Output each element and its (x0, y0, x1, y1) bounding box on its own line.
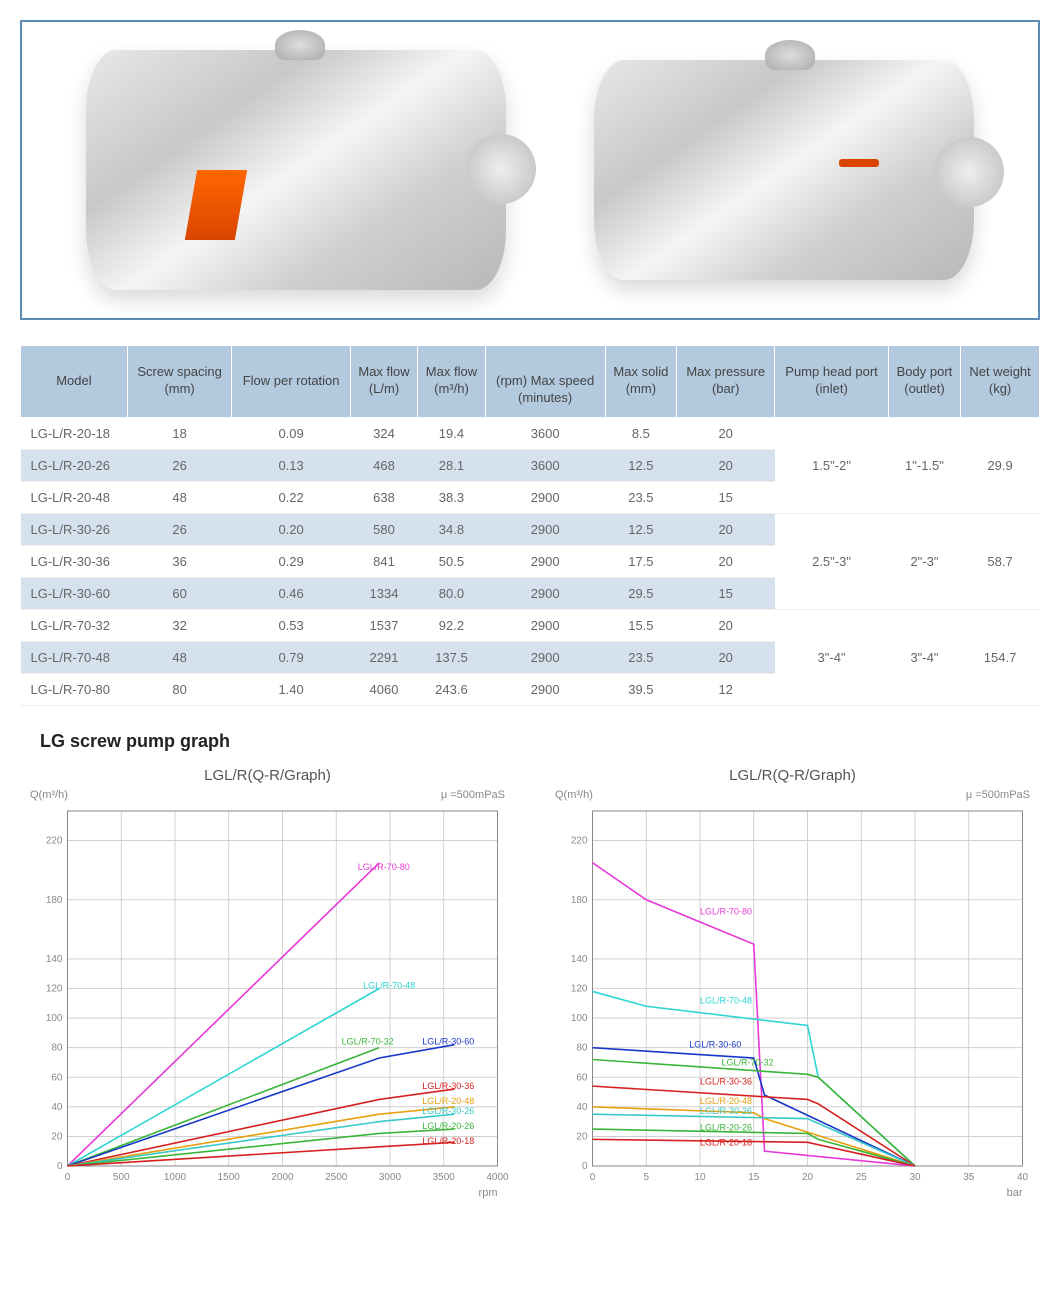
svg-text:LGL/R-30-60: LGL/R-30-60 (689, 1039, 741, 1049)
table-row: LG-L/R-30-26260.2058034.8290012.5202.5"-… (21, 513, 1040, 545)
svg-text:LGL/R-20-18: LGL/R-20-18 (700, 1137, 752, 1147)
svg-text:140: 140 (571, 954, 588, 965)
svg-text:LGL/R-70-80: LGL/R-70-80 (358, 862, 410, 872)
chart-left: LGL/R(Q-R/Graph) Q(m³/h) μ =500mPaS 0 500… (20, 767, 515, 1206)
svg-text:0: 0 (65, 1172, 71, 1183)
svg-text:LGL/R-30-36: LGL/R-30-36 (700, 1076, 752, 1086)
svg-text:LGL/R-70-32: LGL/R-70-32 (722, 1057, 774, 1067)
svg-text:20: 20 (802, 1172, 814, 1183)
chart2-mu: μ =500mPaS (966, 789, 1030, 801)
svg-text:20: 20 (51, 1131, 63, 1142)
svg-text:140: 140 (46, 954, 63, 965)
svg-text:220: 220 (571, 835, 588, 846)
svg-text:LGL/R-30-60: LGL/R-30-60 (422, 1036, 474, 1046)
svg-text:rpm: rpm (479, 1187, 498, 1199)
product-image-frame (20, 20, 1040, 320)
chart2-svg: 0 5 10 15 20 25 30 35 40 0 20 40 60 80 100 120 140 180 220… (545, 801, 1040, 1201)
chart-right: LGL/R(Q-R/Graph) Q(m³/h) μ =500mPaS 0 5 10… (545, 767, 1040, 1206)
svg-text:2000: 2000 (271, 1172, 294, 1183)
chart2-caption: LGL/R(Q-R/Graph) (545, 767, 1040, 784)
svg-text:LGL/R-30-36: LGL/R-30-36 (422, 1081, 474, 1091)
svg-text:60: 60 (576, 1072, 588, 1083)
svg-text:120: 120 (571, 983, 588, 994)
svg-text:5: 5 (643, 1172, 649, 1183)
pump-image-left (86, 50, 506, 290)
svg-text:10: 10 (694, 1172, 706, 1183)
svg-text:1500: 1500 (218, 1172, 241, 1183)
spec-table: ModelScrew spacing (mm)Flow per rotation… (20, 345, 1040, 706)
svg-text:500: 500 (113, 1172, 130, 1183)
svg-text:80: 80 (51, 1042, 63, 1053)
col-header: Max solid (mm) (605, 346, 677, 418)
table-row: LG-L/R-20-18180.0932419.436008.5201.5"-2… (21, 417, 1040, 449)
svg-text:LGL/R-70-32: LGL/R-70-32 (342, 1036, 394, 1046)
svg-text:LGL/R-30-26: LGL/R-30-26 (700, 1106, 752, 1116)
col-header: Flow per rotation (232, 346, 350, 418)
svg-text:25: 25 (856, 1172, 868, 1183)
svg-text:15: 15 (748, 1172, 760, 1183)
chart1-mu: μ =500mPaS (441, 789, 505, 801)
svg-text:3500: 3500 (433, 1172, 456, 1183)
svg-text:LGL/R-70-48: LGL/R-70-48 (700, 995, 752, 1005)
svg-text:120: 120 (46, 983, 63, 994)
chart1-caption: LGL/R(Q-R/Graph) (20, 767, 515, 784)
col-header: Model (21, 346, 128, 418)
svg-text:LGL/R-30-26: LGL/R-30-26 (422, 1106, 474, 1116)
col-header: Pump head port (inlet) (775, 346, 889, 418)
svg-text:100: 100 (571, 1013, 588, 1024)
svg-text:3000: 3000 (379, 1172, 402, 1183)
svg-text:0: 0 (582, 1161, 588, 1172)
svg-text:100: 100 (46, 1013, 63, 1024)
charts-container: LGL/R(Q-R/Graph) Q(m³/h) μ =500mPaS 0500… (20, 767, 1040, 1206)
pump-image-right (594, 60, 974, 280)
svg-text:0: 0 (590, 1172, 596, 1183)
svg-text:40: 40 (51, 1102, 63, 1113)
col-header: Body port (outlet) (888, 346, 960, 418)
col-header: Max pressure (bar) (677, 346, 775, 418)
col-header: Max flow (m³/h) (418, 346, 485, 418)
col-header: Screw spacing (mm) (127, 346, 232, 418)
svg-text:60: 60 (51, 1072, 63, 1083)
svg-text:80: 80 (576, 1042, 588, 1053)
svg-text:LGL/R-20-26: LGL/R-20-26 (422, 1121, 474, 1131)
svg-text:LGL/R-70-48: LGL/R-70-48 (363, 980, 415, 990)
col-header: (rpm) Max speed (minutes) (485, 346, 605, 418)
svg-text:180: 180 (571, 894, 588, 905)
svg-text:0: 0 (57, 1161, 63, 1172)
svg-text:2500: 2500 (325, 1172, 348, 1183)
svg-text:LGL/R-20-48: LGL/R-20-48 (422, 1096, 474, 1106)
svg-text:20: 20 (576, 1131, 588, 1142)
graph-section-title: LG screw pump graph (40, 731, 1040, 752)
svg-text:LGL/R-20-18: LGL/R-20-18 (422, 1135, 474, 1145)
table-row: LG-L/R-70-32320.53153792.2290015.5203"-4… (21, 609, 1040, 641)
chart1-svg: 0 500 1000 1500 2000 2500 3000 3500 4000 0 20 40 60 8… (20, 801, 515, 1201)
svg-text:30: 30 (909, 1172, 921, 1183)
svg-text:180: 180 (46, 894, 63, 905)
chart2-ylabel: Q(m³/h) (555, 789, 593, 801)
svg-text:35: 35 (963, 1172, 975, 1183)
svg-text:LGL/R-20-26: LGL/R-20-26 (700, 1122, 752, 1132)
svg-text:40: 40 (1017, 1172, 1029, 1183)
svg-text:220: 220 (46, 835, 63, 846)
svg-text:bar: bar (1007, 1187, 1023, 1199)
svg-text:1000: 1000 (164, 1172, 187, 1183)
svg-text:LGL/R-20-48: LGL/R-20-48 (700, 1096, 752, 1106)
col-header: Max flow (L/m) (350, 346, 417, 418)
col-header: Net weight (kg) (961, 346, 1040, 418)
chart1-ylabel: Q(m³/h) (30, 789, 68, 801)
svg-text:4000: 4000 (486, 1172, 509, 1183)
svg-text:40: 40 (576, 1102, 588, 1113)
svg-text:LGL/R-70-80: LGL/R-70-80 (700, 906, 752, 916)
